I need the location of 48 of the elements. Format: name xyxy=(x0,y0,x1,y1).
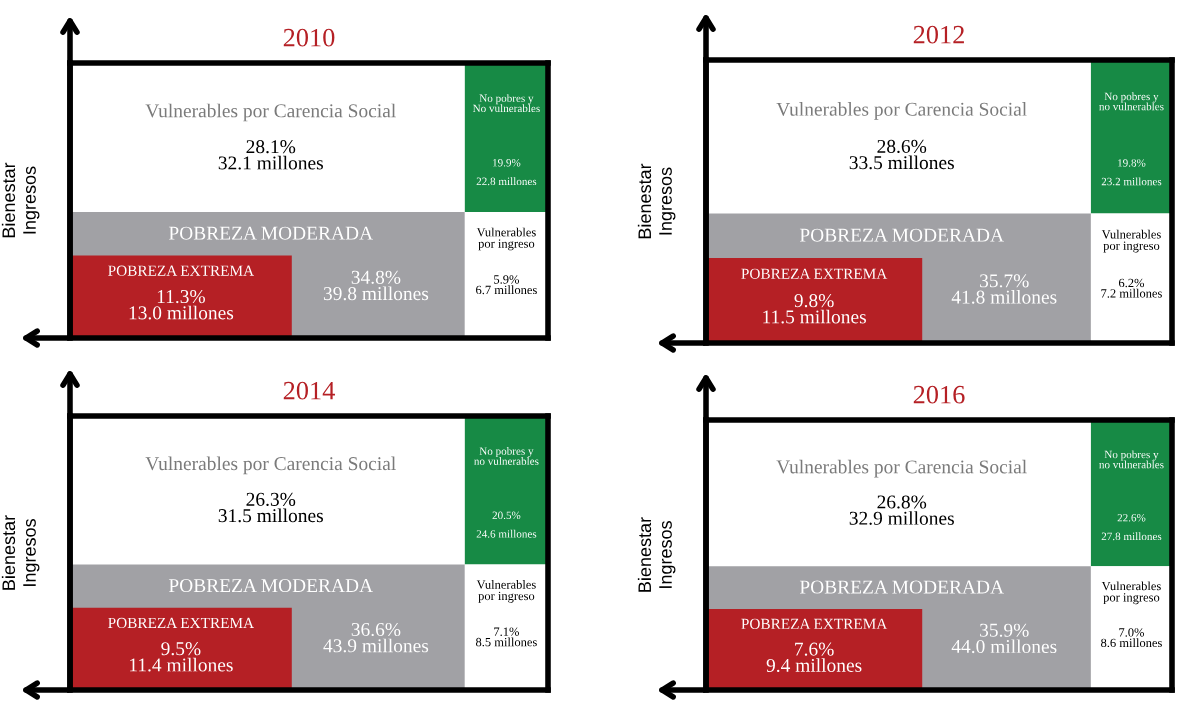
category-label: Vulnerables por Carencia Social xyxy=(145,103,396,122)
data-label: 9.5% 11.4 millones xyxy=(130,642,233,672)
category-label: POBREZA MODERADA xyxy=(168,579,373,593)
category-label: POBREZA MODERADA xyxy=(799,580,1004,594)
data-label: 35.9% 44.0 millones xyxy=(951,623,1057,654)
category-label: POBREZA EXTREMA xyxy=(108,617,254,629)
category-label: POBREZA MODERADA xyxy=(168,226,373,240)
data-label: 7.1% 8.5 millones xyxy=(475,627,537,647)
data-label: 11.3% 13.0 millones xyxy=(129,289,234,320)
text: 2016 xyxy=(913,385,965,404)
data-label: 19.9% 22.8 millones xyxy=(476,158,537,186)
category-label: No pobres y no vulnerables xyxy=(1099,92,1164,111)
data-label: 19.8% 23.2 millones xyxy=(1101,159,1162,186)
category-label: Vulnerables por Carencia Social xyxy=(145,456,396,475)
category-label: No pobres y No vulnerables xyxy=(472,94,540,113)
data-label: 22.6% 27.8 millones xyxy=(1101,513,1162,541)
category-label: Vulnerables por Carencia Social xyxy=(776,459,1027,478)
data-label: 28.6% 33.5 millones xyxy=(849,139,954,170)
category-label: Vulnerables por Carencia Social xyxy=(776,102,1027,120)
data-label: 35.7% 41.8 millones xyxy=(951,274,1057,304)
text: Bienestar Ingresos xyxy=(637,517,676,592)
data-label: 36.6% 43.9 millones xyxy=(323,622,429,653)
text: Bienestar Ingresos xyxy=(1,162,40,238)
category-label: POBREZA EXTREMA xyxy=(741,618,888,630)
category-label: No pobres y no vulnerables xyxy=(474,447,539,465)
category-label: Vulnerables por ingreso xyxy=(1101,581,1161,605)
category-label: Vulnerables por ingreso xyxy=(476,227,536,251)
data-label: 7.6% 9.4 millones xyxy=(766,642,862,673)
data-label: 7.0% 8.6 millones xyxy=(1101,628,1162,648)
text: Bienestar Ingresos xyxy=(637,163,676,239)
text: 2014 xyxy=(283,381,335,400)
text: 2010 xyxy=(283,28,335,47)
data-label: 34.8% 39.8 millones xyxy=(323,270,429,301)
category-label: Vulnerables por ingreso xyxy=(476,580,536,603)
data-label: 26.8% 32.9 millones xyxy=(849,495,954,525)
category-label: POBREZA EXTREMA xyxy=(741,268,888,279)
text: Bienestar Ingresos xyxy=(1,515,40,590)
category-label: No pobres y no vulnerables xyxy=(1099,450,1164,469)
data-label: 26.3% 31.5 millones xyxy=(218,492,323,523)
category-label: POBREZA EXTREMA xyxy=(108,265,254,276)
category-label: POBREZA MODERADA xyxy=(799,228,1004,242)
data-label: 9.8% 11.5 millones xyxy=(763,294,866,324)
data-label: 28.1% 32.1 millones xyxy=(218,140,323,170)
data-label: 20.5% 24.6 millones xyxy=(476,511,537,538)
data-label: 6.2% 7.2 millones xyxy=(1101,278,1162,298)
text: 2012 xyxy=(913,25,964,44)
data-label: 5.9% 6.7 millones xyxy=(476,275,537,295)
category-label: Vulnerables por ingreso xyxy=(1101,229,1161,253)
